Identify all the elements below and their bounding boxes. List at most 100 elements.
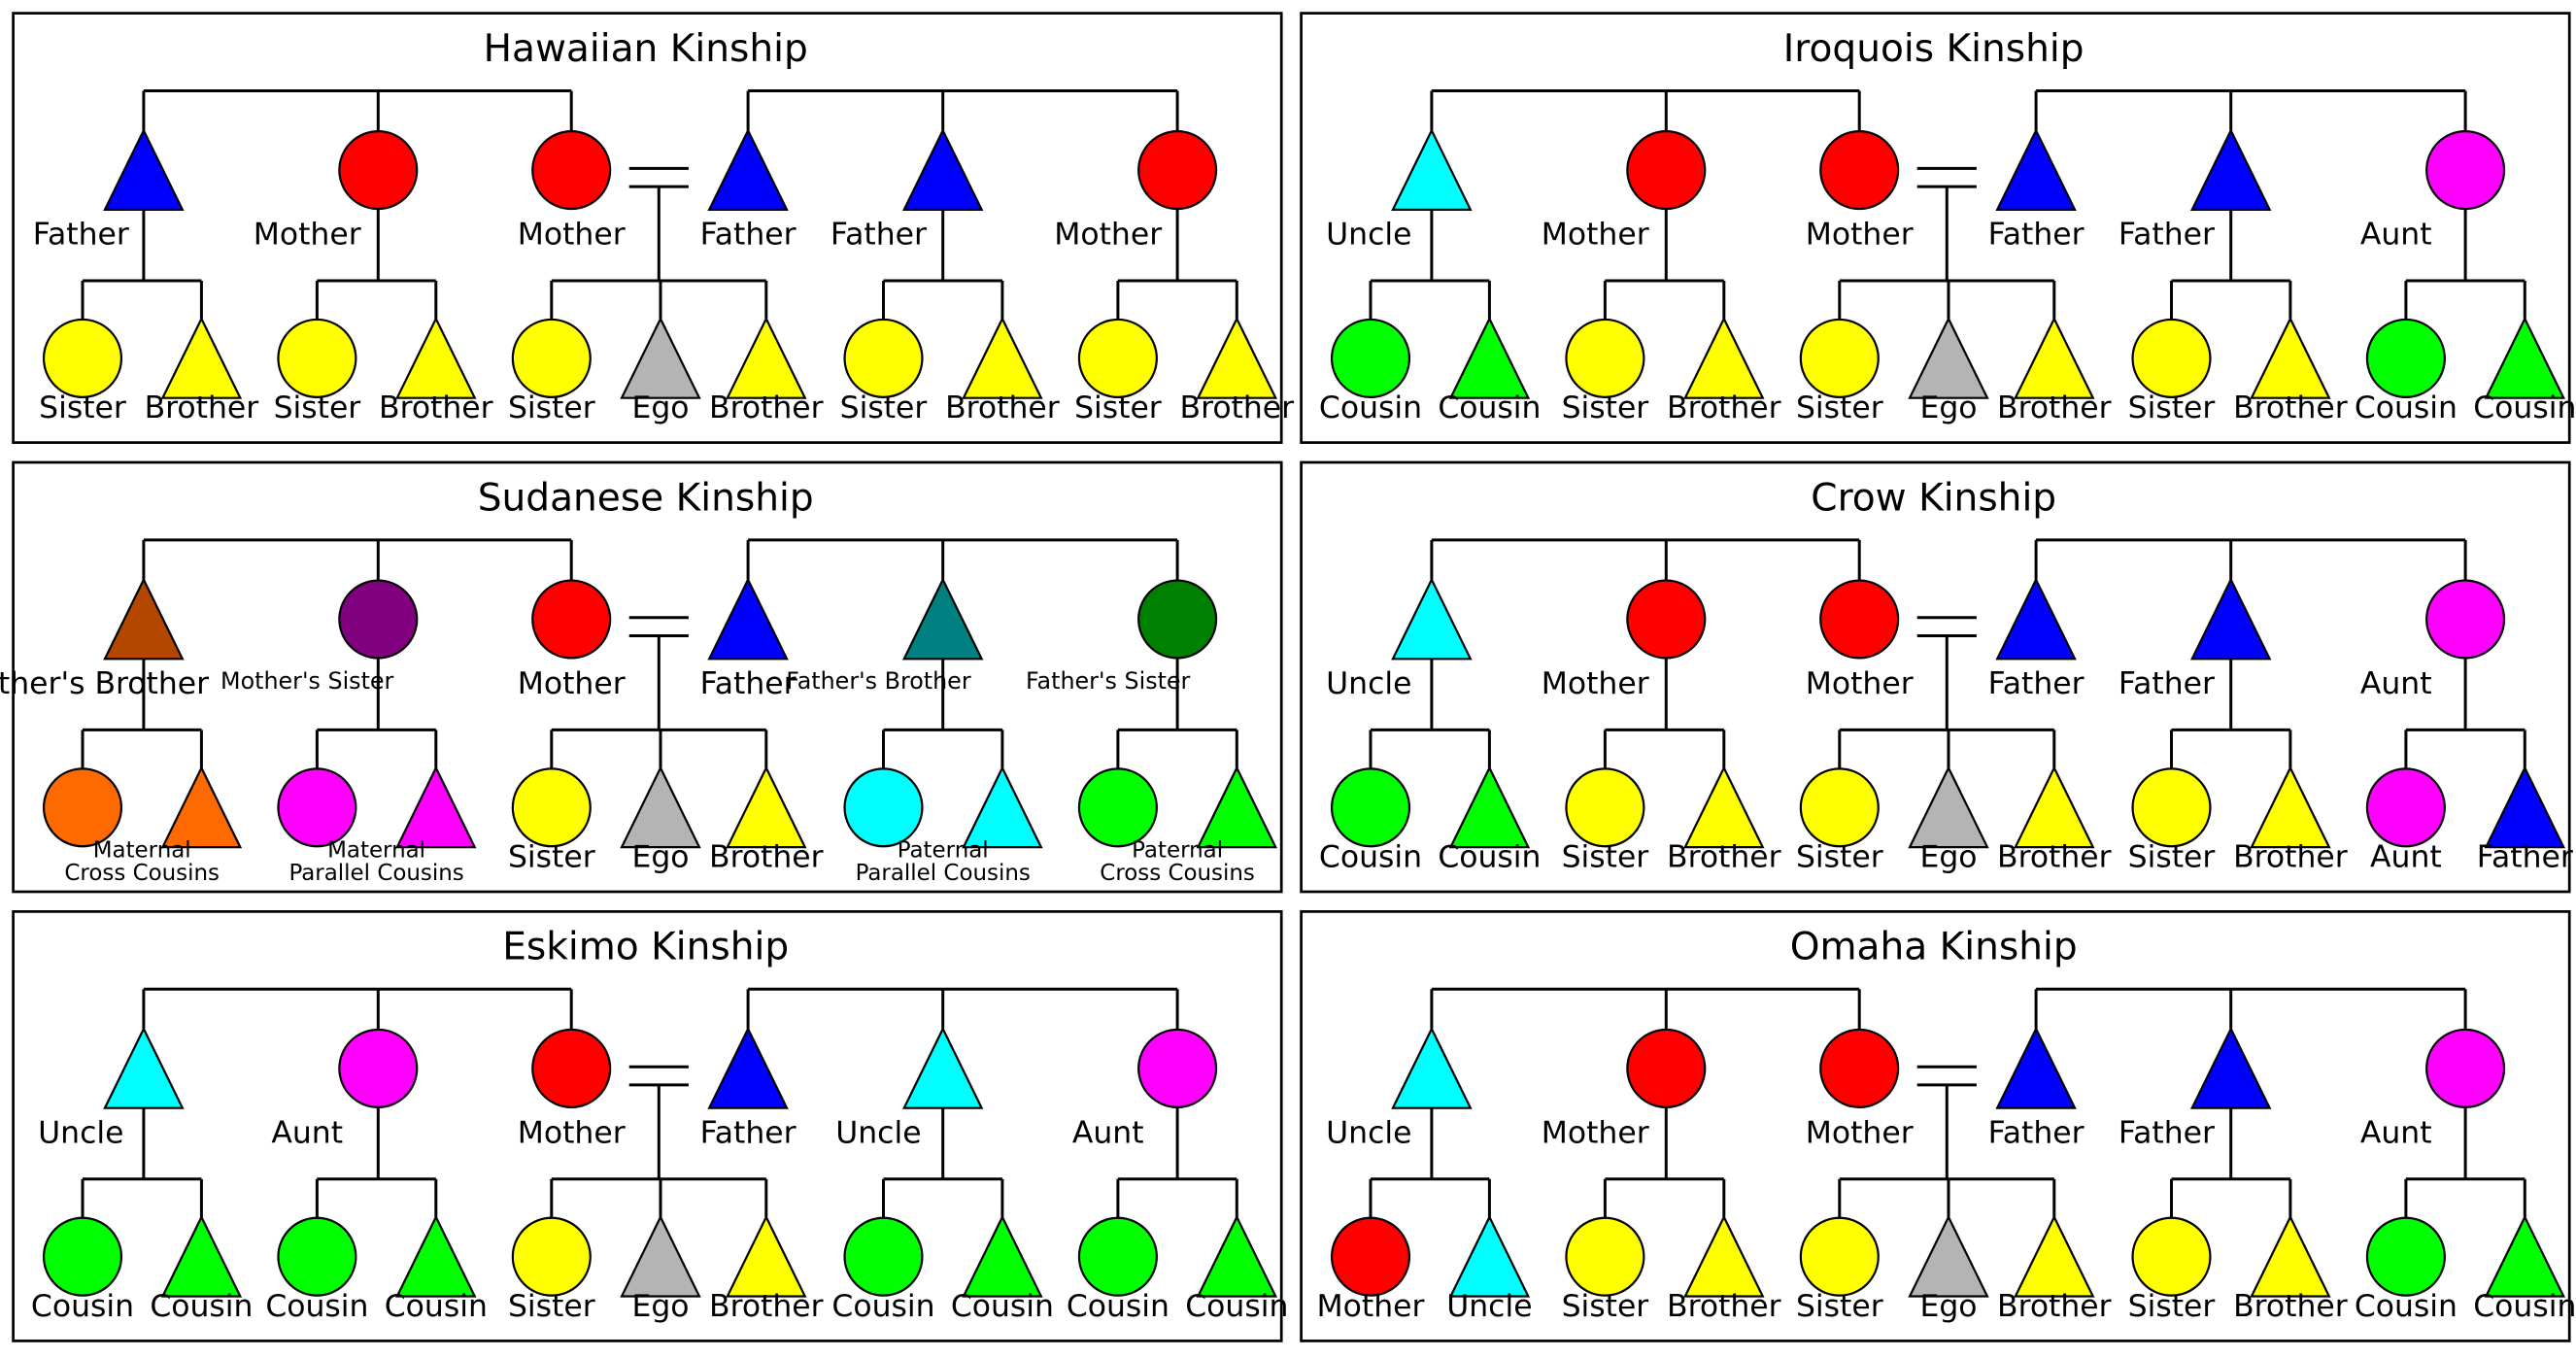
child-label: Brother: [145, 390, 259, 425]
parent-label: Father: [2118, 218, 2215, 253]
panel-title: Crow Kinship: [1811, 476, 2056, 520]
child-label: Brother: [709, 840, 824, 875]
child-4-2-triangle-icon: [962, 316, 1043, 399]
child-4-1-circle-icon: [2131, 767, 2212, 848]
parent-label: Mother's Brother: [0, 666, 209, 701]
child-5-2-triangle-icon: [2484, 316, 2566, 399]
child-4-2-triangle-icon: [2250, 1214, 2331, 1298]
child-label: Cousin: [1067, 1289, 1169, 1324]
parent-label: Father: [33, 218, 129, 253]
parent-2-circle-icon: [338, 1028, 419, 1108]
child-3-1-circle-icon: [511, 318, 592, 398]
child-5-2-triangle-icon: [2484, 764, 2566, 849]
child-5-1-circle-icon: [2365, 767, 2446, 848]
child-label: Cousin: [2473, 390, 2576, 425]
kinship-panel-4: Crow Kinship Uncle Mother Mother Father Fathe…: [1300, 460, 2573, 894]
child-label: Sister: [1562, 840, 1649, 875]
kinship-panel-3: Sudanese Kinship Mother's Brother Mother's…: [0, 460, 1283, 894]
child-1-1-circle-icon: [1330, 767, 1411, 848]
child-3-2-triangle-icon: [620, 1214, 701, 1298]
parent-2-circle-icon: [1626, 1028, 1707, 1108]
child-3-3-triangle-icon: [2014, 764, 2095, 849]
parent-label: Mother: [518, 666, 626, 701]
child-label: Brother: [2233, 840, 2348, 875]
child-label: Cousin: [31, 1289, 134, 1324]
child-4-1-circle-icon: [843, 1216, 924, 1297]
parent-2-circle-icon: [338, 130, 419, 211]
child-4-1-circle-icon: [2131, 1216, 2212, 1297]
child-label: Cousin: [1185, 1289, 1288, 1324]
panel-title: Sudanese Kinship: [478, 476, 814, 520]
child-label: Cousin: [265, 1289, 368, 1324]
parent-3-circle-icon: [1819, 130, 1900, 211]
child-4-1-circle-icon: [2131, 318, 2212, 398]
child-label: Cousin: [1438, 840, 1541, 875]
parent-2-circle-icon: [338, 579, 419, 660]
child-3-3-triangle-icon: [726, 316, 807, 399]
child-label: Brother: [2233, 1289, 2348, 1324]
panel-title: Iroquois Kinship: [1783, 27, 2085, 71]
group-label: Paternal: [1132, 837, 1223, 863]
parent-6-circle-icon: [1137, 579, 1218, 660]
child-label: Ego: [631, 390, 689, 425]
child-3-3-triangle-icon: [2014, 1214, 2095, 1298]
child-2-2-triangle-icon: [395, 764, 477, 849]
child-label: Ego: [631, 1289, 689, 1324]
panel-title: Eskimo Kinship: [502, 926, 789, 969]
group-label: Parallel Cousins: [856, 861, 1031, 886]
parent-label: Uncle: [1326, 1115, 1411, 1150]
parent-label: Mother: [1542, 218, 1649, 253]
child-3-2-triangle-icon: [620, 316, 701, 399]
child-label: Cousin: [1438, 390, 1541, 425]
parent-label: Mother's Sister: [220, 667, 394, 695]
child-2-1-circle-icon: [1565, 1216, 1645, 1297]
child-label: Cousin: [1319, 390, 1422, 425]
parent-label: Uncle: [1326, 666, 1411, 701]
child-3-2-triangle-icon: [1908, 316, 1989, 399]
child-label: Brother: [2233, 390, 2348, 425]
child-label: Brother: [1667, 390, 1781, 425]
child-label: Sister: [39, 390, 126, 425]
child-3-1-circle-icon: [511, 1216, 592, 1297]
parent-label: Mother: [1054, 218, 1162, 253]
child-label: Sister: [1796, 1289, 1883, 1324]
child-label: Sister: [1562, 1289, 1649, 1324]
parent-6-circle-icon: [2425, 1028, 2506, 1108]
group-label: Maternal: [327, 837, 425, 863]
parent-6-circle-icon: [2425, 579, 2506, 660]
parent-label: Father: [1988, 218, 2085, 253]
child-label: Sister: [840, 390, 928, 425]
parent-3-circle-icon: [531, 579, 612, 660]
child-label: Brother: [709, 1289, 824, 1324]
child-label: Sister: [1796, 390, 1883, 425]
child-label: Brother: [1180, 390, 1295, 425]
parent-label: Father: [2118, 1115, 2215, 1150]
parent-4-triangle-icon: [1995, 577, 2077, 661]
child-label: Cousin: [1319, 840, 1422, 875]
child-1-2-triangle-icon: [160, 316, 243, 399]
parent-4-triangle-icon: [707, 577, 789, 661]
child-label: Cousin: [951, 1289, 1054, 1324]
kinship-panel-1: Hawaiian Kinship Father Mother Mother Father…: [12, 12, 1295, 444]
child-label: Sister: [1796, 840, 1883, 875]
child-3-3-triangle-icon: [2014, 316, 2095, 399]
child-label: Ego: [1919, 1289, 1977, 1324]
child-label: Mother: [1317, 1289, 1425, 1324]
child-5-2-triangle-icon: [1196, 764, 1278, 849]
child-5-1-circle-icon: [1077, 1216, 1158, 1297]
child-4-2-triangle-icon: [2250, 764, 2331, 849]
parent-label: Uncle: [38, 1115, 123, 1150]
child-label: Cousin: [385, 1289, 488, 1324]
child-label: Father: [2477, 840, 2573, 875]
child-5-2-triangle-icon: [1196, 316, 1278, 399]
parent-2-circle-icon: [1626, 579, 1707, 660]
parent-label: Mother: [1806, 1115, 1914, 1150]
child-1-2-triangle-icon: [1448, 764, 1531, 849]
kinship-panel-5: Eskimo Kinship Uncle Aunt Mother Father Uncle…: [12, 910, 1288, 1342]
child-label: Brother: [709, 390, 824, 425]
child-4-1-circle-icon: [843, 318, 924, 398]
child-3-1-circle-icon: [1799, 318, 1880, 398]
child-2-2-triangle-icon: [1683, 1214, 1765, 1298]
parent-label: Uncle: [835, 1115, 921, 1150]
